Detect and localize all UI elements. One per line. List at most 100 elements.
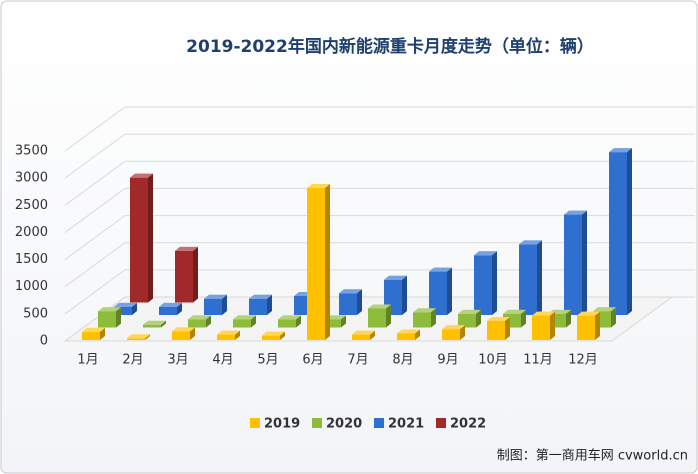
bar-side <box>402 275 407 315</box>
bar-side-shade <box>206 315 211 328</box>
bar-top-light <box>159 302 182 307</box>
bar-side <box>190 327 195 340</box>
bar <box>519 244 537 315</box>
bar-top-light <box>127 334 150 339</box>
x-tick-label: 4月 <box>212 353 233 368</box>
bar-side <box>206 315 211 328</box>
bar-side <box>582 210 587 315</box>
bar-side-shade <box>505 317 510 340</box>
bar <box>127 338 145 340</box>
bar-top <box>503 309 526 314</box>
bar-side-shade <box>341 315 346 328</box>
chart-title: 2019-2022年国内新能源重卡月度走势（单位：辆） <box>186 36 594 57</box>
x-tick-label: 2月 <box>122 353 143 368</box>
bar-side-shade <box>161 320 166 328</box>
bar-top-light <box>519 240 542 245</box>
legend-label: 2020 <box>326 417 362 432</box>
x-tick-label: 11月 <box>523 353 553 368</box>
bar-top-light <box>204 294 227 299</box>
bar-top-light <box>172 327 195 332</box>
bar <box>474 255 492 315</box>
bar-side <box>325 184 330 340</box>
bar-side <box>566 309 571 328</box>
bar-side-shade <box>235 330 240 340</box>
grid-line <box>64 215 695 260</box>
bar-side-shade <box>100 327 105 340</box>
bar-top <box>442 325 465 330</box>
bar-side-shade <box>431 308 436 328</box>
bar-side <box>415 329 420 340</box>
bar-side <box>505 317 510 340</box>
bar-side <box>145 334 150 340</box>
bar-top <box>143 320 166 325</box>
x-tick-label: 6月 <box>302 353 323 368</box>
bar <box>577 315 595 340</box>
bar-top <box>352 330 375 335</box>
bar <box>413 312 431 328</box>
bar <box>532 315 550 340</box>
bar <box>82 331 100 340</box>
bar <box>98 311 116 328</box>
x-tick-label: 5月 <box>257 353 278 368</box>
bar-top-light <box>384 275 407 280</box>
x-tick-label: 8月 <box>392 353 413 368</box>
y-tick-label: 500 <box>23 306 48 321</box>
bar <box>397 333 415 340</box>
bar-side <box>386 304 391 328</box>
bar-side <box>161 320 166 328</box>
bar <box>352 334 370 340</box>
bar-top <box>474 251 497 256</box>
bar-top-light <box>474 251 497 256</box>
bar-top <box>278 315 301 320</box>
grid-line <box>64 160 695 206</box>
bar <box>609 152 627 315</box>
bar-top <box>233 315 256 320</box>
bar-side-shade <box>116 307 121 328</box>
x-tick-label: 3月 <box>167 353 188 368</box>
bar-top-light <box>307 184 330 188</box>
bar-side-shade <box>222 294 227 315</box>
bar-side-shade <box>492 251 497 315</box>
bar-top-light <box>278 315 301 320</box>
bar-top-light <box>98 307 121 312</box>
bar-side-shade <box>402 275 407 315</box>
bar <box>249 298 267 315</box>
bar-side-shade <box>627 148 632 315</box>
bar-top <box>188 315 211 320</box>
bar-side <box>177 302 182 315</box>
bar-side <box>431 308 436 328</box>
grid-line <box>64 242 695 288</box>
bar-side <box>611 307 616 328</box>
x-tick-label: 9月 <box>437 353 458 368</box>
bar-top <box>217 330 240 335</box>
bar-top <box>413 308 436 313</box>
bar <box>458 313 476 328</box>
bar-top <box>593 307 616 312</box>
bar-side <box>116 307 121 328</box>
bar-side-shade <box>566 309 571 328</box>
bar-top <box>159 302 182 307</box>
bar-top-light <box>609 148 632 153</box>
bar-side-shade <box>521 309 526 328</box>
bar-top-light <box>82 327 105 332</box>
bar-top-light <box>143 320 166 325</box>
bar-side <box>476 309 481 328</box>
bar-top-light <box>175 246 198 251</box>
bar-top-light <box>593 307 616 312</box>
bar-side-shade <box>537 240 542 315</box>
bar-top-light <box>532 311 555 316</box>
bar-top-light <box>564 210 587 215</box>
bar <box>159 306 177 315</box>
bar-side <box>341 315 346 328</box>
grid-line <box>64 106 695 152</box>
y-tick-label: 2000 <box>15 225 48 240</box>
bar-top-light <box>217 330 240 335</box>
legend-swatch <box>250 418 260 428</box>
grid-line <box>64 296 695 342</box>
bar <box>564 214 582 315</box>
bar-side-shade <box>550 311 555 340</box>
x-tick-label: 12月 <box>568 353 598 368</box>
x-tick-label: 1月 <box>77 353 98 368</box>
bar-top-light <box>249 294 272 299</box>
bar-top <box>114 302 137 307</box>
